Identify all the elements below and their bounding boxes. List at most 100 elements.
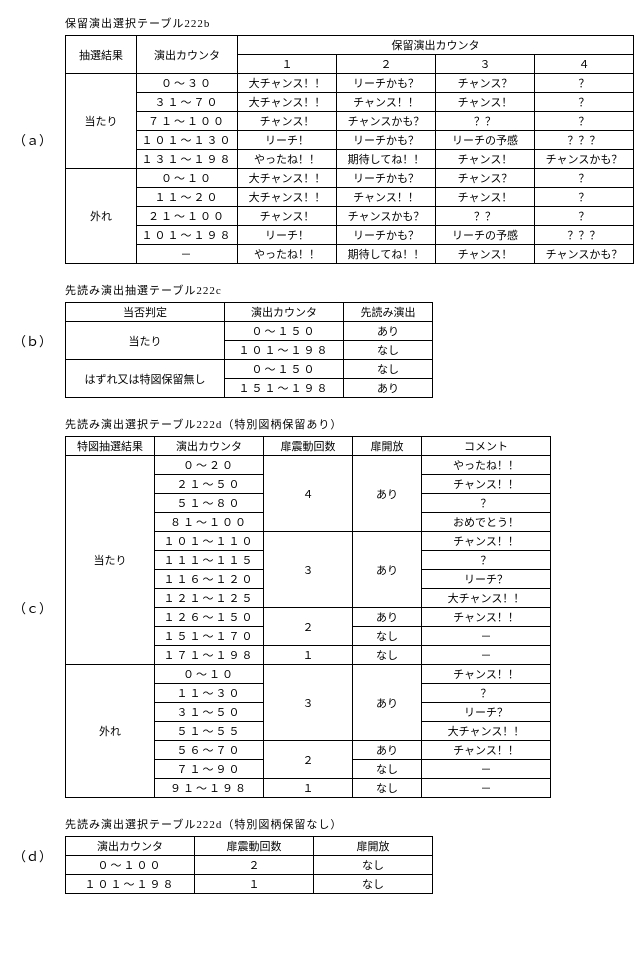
counter-cell: ７１～１００ xyxy=(137,112,238,131)
result-cell: 外れ xyxy=(66,169,137,264)
table-row: はずれ又は特図保留無し０～１５０なし xyxy=(66,360,433,379)
value-cell: ？ xyxy=(535,188,634,207)
result-cell: 当たり xyxy=(66,74,137,169)
counter-cell: ２１～１００ xyxy=(137,207,238,226)
comment-cell: ？ xyxy=(422,551,551,570)
comment-cell: 大チャンス！！ xyxy=(422,722,551,741)
value-cell: チャンス！！ xyxy=(337,93,436,112)
value-cell: チャンス！！ xyxy=(337,188,436,207)
counter-cell: ２１～５０ xyxy=(155,475,264,494)
value-cell: ？？ xyxy=(436,112,535,131)
result-cell: 外れ xyxy=(66,665,155,798)
counter-cell: １２１～１２５ xyxy=(155,589,264,608)
value-cell: チャンスかも？ xyxy=(535,150,634,169)
value-cell: リーチかも？ xyxy=(337,74,436,93)
sub-header: １ xyxy=(238,55,337,74)
value-cell: 大チャンス！！ xyxy=(238,188,337,207)
shake-cell: ３ xyxy=(264,665,353,741)
value-cell: ？？？ xyxy=(535,131,634,150)
value-cell: 大チャンス！！ xyxy=(238,169,337,188)
section-label-c: （ｃ） xyxy=(0,598,65,617)
shake-cell: ４ xyxy=(264,456,353,532)
comment-cell: － xyxy=(422,779,551,798)
table-a-title: 保留演出選択テーブル222b xyxy=(65,15,640,31)
table-row: 外れ０～１０３ありチャンス！！ xyxy=(66,665,551,684)
col-result: 抽選結果 xyxy=(66,36,137,74)
open-cell: あり xyxy=(353,741,422,760)
col-header: コメント xyxy=(422,437,551,456)
counter-cell: ０～３０ xyxy=(137,74,238,93)
value-cell: チャンス！ xyxy=(436,150,535,169)
section-label-b: （ｂ） xyxy=(0,331,65,350)
counter-cell: ７１～９０ xyxy=(155,760,264,779)
value-cell: ？？？ xyxy=(535,226,634,245)
result-cell: 当たり xyxy=(66,456,155,665)
open-cell: あり xyxy=(353,532,422,608)
value-cell: ？ xyxy=(535,207,634,226)
counter-cell: ３１～７０ xyxy=(137,93,238,112)
col-header: 扉開放 xyxy=(353,437,422,456)
value-cell: 期待してね！！ xyxy=(337,150,436,169)
col-reserve: 保留演出カウンタ xyxy=(238,36,634,55)
value-cell: チャンス！ xyxy=(436,188,535,207)
table-row: ２１～１００チャンス！チャンスかも？？？？ xyxy=(66,207,634,226)
col-header: 扉震動回数 xyxy=(195,837,314,856)
value-cell: チャンス！ xyxy=(436,93,535,112)
counter-cell: ５１～８０ xyxy=(155,494,264,513)
open-cell: なし xyxy=(314,875,433,894)
col-header: 扉開放 xyxy=(314,837,433,856)
counter-cell: １７１～１９８ xyxy=(155,646,264,665)
counter-cell: １３１～１９８ xyxy=(137,150,238,169)
value-cell: チャンス！ xyxy=(436,245,535,264)
value-cell: チャンスかも？ xyxy=(535,245,634,264)
comment-cell: チャンス！！ xyxy=(422,608,551,627)
counter-cell: １１～２０ xyxy=(137,188,238,207)
value-cell: リーチかも？ xyxy=(337,226,436,245)
value-cell: ？ xyxy=(535,169,634,188)
comment-cell: チャンス！！ xyxy=(422,475,551,494)
comment-cell: チャンス！！ xyxy=(422,532,551,551)
counter-cell: ０～１５０ xyxy=(225,322,344,341)
comment-cell: － xyxy=(422,627,551,646)
value-cell: ？ xyxy=(535,112,634,131)
table-b-title: 先読み演出抽選テーブル222c xyxy=(65,282,640,298)
value-cell: 大チャンス！！ xyxy=(238,93,337,112)
table-c-title: 先読み演出選択テーブル222d（特別図柄保留あり） xyxy=(65,416,640,432)
col-lookahead: 先読み演出 xyxy=(344,303,433,322)
value-cell: チャンス？ xyxy=(436,74,535,93)
comment-cell: チャンス！！ xyxy=(422,741,551,760)
value-cell: リーチの予感 xyxy=(436,226,535,245)
table-d: 演出カウンタ扉震動回数扉開放０～１００２なし１０１～１９８１なし xyxy=(65,836,433,894)
value-cell: なし xyxy=(344,341,433,360)
shake-cell: １ xyxy=(264,779,353,798)
table-a: 抽選結果演出カウンタ保留演出カウンタ１２３４当たり０～３０大チャンス！！リーチか… xyxy=(65,35,634,264)
shake-cell: ３ xyxy=(264,532,353,608)
table-c: 特図抽選結果演出カウンタ扉震動回数扉開放コメント当たり０～２０４ありやったね！！… xyxy=(65,436,551,798)
table-row: 外れ０～１０大チャンス！！リーチかも？チャンス？？ xyxy=(66,169,634,188)
section-label-d: （ｄ） xyxy=(0,846,65,865)
sub-header: ４ xyxy=(535,55,634,74)
value-cell: あり xyxy=(344,379,433,398)
value-cell: ？ xyxy=(535,74,634,93)
value-cell: なし xyxy=(344,360,433,379)
col-header: 扉震動回数 xyxy=(264,437,353,456)
table-row: １３１～１９８やったね！！期待してね！！チャンス！チャンスかも？ xyxy=(66,150,634,169)
table-row: １１～２０大チャンス！！チャンス！！チャンス！？ xyxy=(66,188,634,207)
col-counter: 演出カウンタ xyxy=(225,303,344,322)
comment-cell: － xyxy=(422,646,551,665)
open-cell: あり xyxy=(353,456,422,532)
counter-cell: ５１～５５ xyxy=(155,722,264,741)
counter-cell: １０１～１９８ xyxy=(137,226,238,245)
table-row: １０１～１９８１なし xyxy=(66,875,433,894)
value-cell: チャンス？ xyxy=(436,169,535,188)
comment-cell: リーチ？ xyxy=(422,703,551,722)
open-cell: あり xyxy=(353,665,422,741)
table-row: ３１～７０大チャンス！！チャンス！！チャンス！？ xyxy=(66,93,634,112)
shake-cell: １ xyxy=(195,875,314,894)
counter-cell: ０～１５０ xyxy=(225,360,344,379)
result-cell: 当たり xyxy=(66,322,225,360)
comment-cell: やったね！！ xyxy=(422,456,551,475)
open-cell: なし xyxy=(314,856,433,875)
counter-cell: ０～１００ xyxy=(66,856,195,875)
comment-cell: ？ xyxy=(422,494,551,513)
